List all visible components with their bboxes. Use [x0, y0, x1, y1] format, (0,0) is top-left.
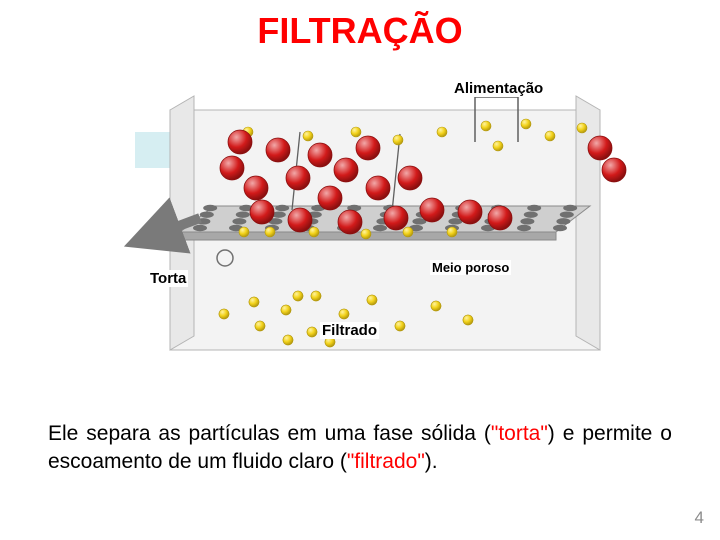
- description-text: Ele separa as partículas em uma fase sól…: [48, 420, 672, 477]
- filtration-diagram: Alimentação Torta Meio poroso Filtrado: [0, 60, 720, 390]
- diagram-svg: [0, 60, 720, 420]
- label-porous-medium: Meio poroso: [430, 260, 511, 275]
- label-filtrate: Filtrado: [320, 322, 379, 339]
- page-number: 4: [695, 508, 704, 528]
- label-feed: Alimentação: [452, 80, 545, 97]
- page-title: FILTRAÇÃO: [0, 0, 720, 52]
- label-cake: Torta: [148, 270, 188, 287]
